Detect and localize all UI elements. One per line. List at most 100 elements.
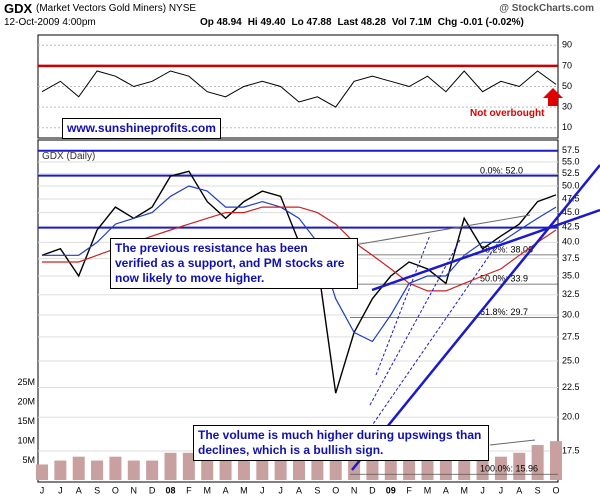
y-tick-label: 35.0 bbox=[562, 270, 580, 280]
quote-item: Hi 49.40 bbox=[247, 17, 286, 28]
volume-bar bbox=[201, 456, 214, 480]
quote-item: Vol 7.1M bbox=[391, 17, 432, 28]
y-tick-label: 45.0 bbox=[562, 207, 580, 217]
volume-bar bbox=[146, 460, 159, 480]
x-tick-label: N bbox=[131, 485, 138, 495]
y-tick-label: 30 bbox=[562, 101, 572, 111]
x-tick-label: S bbox=[94, 485, 100, 495]
rsi-line bbox=[41, 70, 557, 108]
y-tick-label: 10 bbox=[562, 122, 572, 132]
x-tick-label: A bbox=[76, 485, 82, 495]
volume-bar bbox=[237, 460, 250, 480]
volume-bar bbox=[164, 452, 177, 480]
x-tick-label: 08 bbox=[165, 485, 175, 495]
pointer bbox=[489, 439, 536, 446]
volume-bar bbox=[109, 456, 122, 480]
x-tick-label: J bbox=[58, 485, 63, 495]
y-tick-label: 32.5 bbox=[562, 289, 580, 299]
x-tick-label: O bbox=[332, 485, 339, 495]
y-tick-label: 47.5 bbox=[562, 193, 580, 203]
fib-label: 100.0%: 15.96 bbox=[480, 464, 538, 474]
quote-item: Last 48.28 bbox=[337, 17, 386, 28]
x-tick-label: N bbox=[351, 485, 358, 495]
x-tick-label: S bbox=[314, 485, 320, 495]
y2-tick-label: 5M bbox=[22, 455, 35, 465]
price-line bbox=[42, 185, 557, 343]
volume-bar bbox=[550, 441, 562, 480]
y-tick-label: 27.5 bbox=[562, 331, 580, 341]
x-tick-label: M bbox=[460, 485, 468, 495]
rsi-note: Not overbought bbox=[470, 108, 545, 119]
x-tick-label: 09 bbox=[386, 485, 396, 495]
volume-bar bbox=[219, 460, 232, 480]
x-tick-label: F bbox=[406, 485, 412, 495]
x-tick-label: A bbox=[296, 485, 302, 495]
symbol: GDX bbox=[4, 1, 33, 16]
y-tick-label: 22.5 bbox=[562, 382, 580, 392]
source: @ StockCharts.com bbox=[499, 3, 594, 14]
fan-line bbox=[375, 234, 431, 376]
y2-tick-label: 15M bbox=[17, 416, 35, 426]
x-tick-label: M bbox=[203, 485, 211, 495]
x-tick-label: O bbox=[552, 485, 559, 495]
volume-bar bbox=[274, 456, 287, 480]
y-tick-label: 52.5 bbox=[562, 168, 580, 178]
x-tick-label: M bbox=[424, 485, 432, 495]
quote-item: Op 48.94 bbox=[200, 17, 242, 28]
y-tick-label: 70 bbox=[562, 60, 572, 70]
x-tick-label: D bbox=[149, 485, 156, 495]
y-tick-label: 90 bbox=[562, 40, 572, 50]
x-tick-label: A bbox=[223, 485, 229, 495]
x-tick-label: F bbox=[186, 485, 192, 495]
x-tick-label: D bbox=[369, 485, 376, 495]
y-tick-label: 20.0 bbox=[562, 412, 580, 422]
pointer bbox=[324, 214, 531, 251]
x-tick-label: J bbox=[278, 485, 283, 495]
y-tick-label: 50 bbox=[562, 81, 572, 91]
volume-bar bbox=[182, 452, 195, 480]
x-tick-label: J bbox=[480, 485, 485, 495]
y-tick-label: 30.0 bbox=[562, 309, 580, 319]
y2-tick-label: 25M bbox=[17, 377, 35, 387]
y-tick-label: 55.0 bbox=[562, 156, 580, 166]
date: 12-Oct-2009 4:00pm bbox=[4, 17, 96, 28]
quote: Op 48.94 Hi 49.40 Lo 47.88 Last 48.28 Vol 7.… bbox=[200, 17, 524, 28]
fib-label: 0.0%: 52.0 bbox=[480, 165, 523, 175]
quote-item: Chg -0.01 (-0.02%) bbox=[437, 17, 524, 28]
trendline bbox=[351, 164, 600, 471]
y-tick-label: 42.5 bbox=[562, 221, 580, 231]
volume-bar bbox=[513, 452, 526, 480]
fib-label: 38.2%: 38.06 bbox=[480, 244, 533, 254]
y-tick-label: 50.0 bbox=[562, 180, 580, 190]
y-tick-label: 25.0 bbox=[562, 355, 580, 365]
x-tick-label: O bbox=[112, 485, 119, 495]
volume-bar bbox=[36, 464, 48, 480]
site-label: www.sunshineprofits.com bbox=[62, 118, 221, 139]
note-support: The previous resistance has been verifie… bbox=[110, 238, 358, 289]
y-tick-label: 17.5 bbox=[562, 445, 580, 455]
volume-bar bbox=[256, 460, 269, 480]
x-tick-label: S bbox=[535, 485, 541, 495]
volume-bar bbox=[91, 460, 104, 480]
volume-bar bbox=[54, 460, 67, 480]
note-volume: The volume is much higher during upswing… bbox=[193, 425, 489, 461]
y2-tick-label: 10M bbox=[17, 436, 35, 446]
x-tick-label: A bbox=[516, 485, 522, 495]
fan-line bbox=[369, 239, 461, 406]
fib-label: 50.0%: 33.9 bbox=[480, 273, 528, 283]
y-tick-label: 37.5 bbox=[562, 253, 580, 263]
volume-bar bbox=[72, 456, 85, 480]
trendline bbox=[371, 208, 600, 292]
x-tick-label: M bbox=[240, 485, 248, 495]
quote-item: Lo 47.88 bbox=[291, 17, 332, 28]
x-tick-label: J bbox=[260, 485, 265, 495]
volume-bar bbox=[531, 445, 544, 480]
chart-title: GDX (Daily) bbox=[42, 151, 96, 162]
x-tick-label: J bbox=[40, 485, 45, 495]
name: (Market Vectors Gold Miners) NYSE bbox=[36, 3, 197, 14]
y2-tick-label: 20M bbox=[17, 397, 35, 407]
y-tick-label: 40.0 bbox=[562, 237, 580, 247]
red-arrow bbox=[543, 88, 563, 106]
x-tick-label: A bbox=[443, 485, 449, 495]
